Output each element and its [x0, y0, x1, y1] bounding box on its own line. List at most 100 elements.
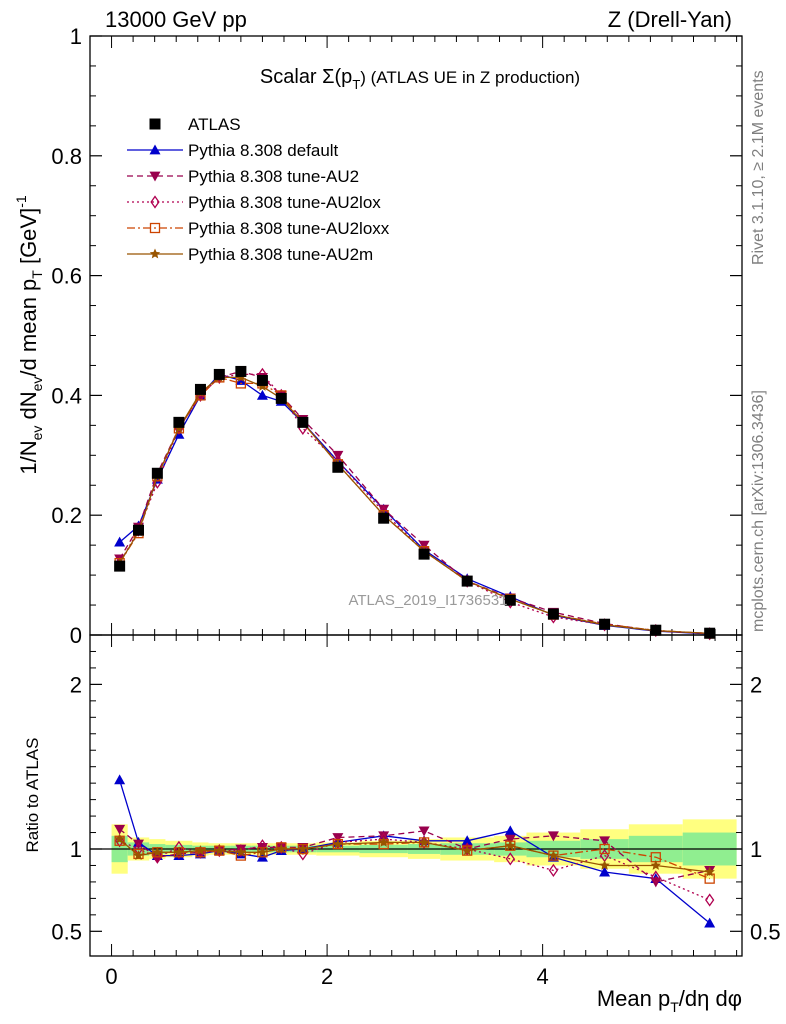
ratio-data-point: [651, 870, 661, 884]
header-right: Z (Drell-Yan): [608, 7, 732, 32]
data-point: [378, 512, 390, 524]
data-point: [132, 524, 144, 536]
data-point: [650, 624, 662, 636]
ratio-data-point: [114, 824, 126, 835]
data-point: [114, 536, 126, 547]
ratio-data-point: [114, 833, 125, 844]
data-point: [275, 392, 287, 404]
y-tick-label: 0: [70, 623, 82, 648]
legend-entry-atlas: ATLAS: [149, 115, 241, 134]
ratio-data-point: [214, 845, 225, 856]
ratio-data-point: [461, 835, 473, 846]
data-point: [461, 575, 473, 587]
main-plot-title-main: Scalar Σ(p: [260, 66, 352, 88]
main-plot-y-axis-label: 1/Nev dNev/d mean pT [GeV]-1: [13, 195, 45, 475]
ratio-data-point: [505, 840, 516, 851]
ratio-data-point: [548, 850, 559, 860]
ratio-plot-series: [114, 774, 716, 928]
y-label-part-2: dN: [16, 391, 41, 425]
ratio-data-point: [599, 866, 611, 877]
ratio-data-point: [650, 860, 661, 870]
data-point: [114, 560, 126, 572]
svg-text:1/Nev dNev/d mean pT [GeV]-1: 1/Nev dNev/d mean pT [GeV]-1: [13, 195, 45, 475]
data-point: [504, 594, 516, 606]
main-plot-title: Scalar Σ(pT) (ATLAS UE in Z production): [260, 66, 580, 92]
legend-marker: [149, 144, 161, 155]
y-label-sub-t: T: [29, 270, 45, 279]
legend-marker: [149, 222, 161, 234]
data-point: [599, 618, 611, 630]
data-point: [151, 467, 163, 479]
ratio-data-point: [599, 836, 611, 847]
main-plot-title-tail: ) (ATLAS UE in Z production): [360, 68, 580, 87]
ratio-y-tick-label: 2: [70, 672, 82, 697]
ratio-y-tick-label: 1: [70, 837, 82, 862]
ratio-plot: 0.5 0.5 1 1 2 2 0 2 4 Ratio to ATLAS Mean pT/dη…: [23, 634, 781, 1015]
legend-label: Pythia 8.308 tune-AU2loxx: [188, 219, 390, 238]
ratio-data-point: [418, 826, 430, 837]
data-point: [704, 627, 716, 639]
ratio-plot-border: [89, 634, 743, 957]
mcplots-label: mcplots.cern.ch [arXiv:1306.3436]: [750, 390, 767, 632]
main-plot: 00.20.40.60.81 Scalar Σ(pT) (ATLAS UE in…: [13, 24, 743, 648]
legend-entry-pythia-8-308-default: Pythia 8.308 default: [127, 141, 339, 160]
ratio-data-point: [547, 831, 559, 842]
y-label-part-3: /d mean p: [16, 279, 41, 377]
legend-label: Pythia 8.308 tune-AU2: [188, 167, 359, 186]
ratio-data-point: [599, 860, 610, 870]
ratio-data-point: [297, 843, 309, 854]
data-point: [235, 365, 247, 377]
data-point: [194, 383, 206, 395]
x-axis-label: Mean pT/dη dφ: [597, 986, 742, 1015]
ratio-data-point: [504, 825, 516, 836]
ratio-data-point: [152, 846, 163, 857]
ratio-data-point: [378, 831, 390, 842]
ratio-data-point: [704, 917, 716, 928]
ratio-data-point: [332, 838, 344, 849]
x-tick-label: 2: [321, 964, 333, 989]
data-point: [213, 368, 225, 380]
ratio-y-tick-label-right: 1: [750, 837, 762, 862]
data-point: [297, 416, 309, 428]
x-label-main: Mean p: [597, 986, 670, 1011]
ratio-data-point: [114, 774, 126, 785]
legend-marker: [149, 248, 161, 259]
ratio-data-point: [236, 844, 246, 858]
x-tick-label: 0: [105, 964, 117, 989]
x-label-sub: T: [670, 999, 679, 1015]
ratio-plot-x-axis: 0 2 4: [89, 635, 738, 989]
legend-entry-pythia-8-308-tune-au2m: Pythia 8.308 tune-AU2m: [127, 245, 373, 264]
data-point: [547, 608, 559, 620]
data-point: [378, 504, 390, 515]
ratio-data-point: [705, 893, 715, 907]
data-point: [332, 461, 344, 473]
legend-label: Pythia 8.308 tune-AU2m: [188, 245, 373, 264]
ratio-data-point: [257, 846, 268, 857]
watermark: ATLAS_2019_I1736531: [348, 592, 507, 609]
main-plot-title-sub: T: [352, 77, 360, 92]
x-label-tail: /dη dφ: [679, 986, 742, 1011]
legend-entry-pythia-8-308-tune-au2loxx: Pythia 8.308 tune-AU2loxx: [127, 219, 390, 238]
ratio-data-point: [704, 866, 715, 877]
ratio-plot-y-axis: 0.5 0.5 1 1 2 2: [51, 650, 781, 944]
ratio-data-point: [505, 852, 515, 866]
ratio-plot-y-axis-label: Ratio to ATLAS: [23, 738, 42, 853]
rivet-version-label: Rivet 3.1.10, ≥ 2.1M events: [750, 70, 767, 265]
y-label-sup: -1: [13, 195, 29, 208]
legend-label: Pythia 8.308 default: [188, 141, 339, 160]
ratio-y-tick-label-right: 2: [750, 672, 762, 697]
ratio-data-point: [462, 845, 473, 856]
legend-label: Pythia 8.308 tune-AU2lox: [188, 193, 381, 212]
ratio-data-point: [504, 834, 516, 845]
ratio-data-point: [276, 843, 287, 854]
header-left: 13000 GeV pp: [105, 7, 247, 32]
y-label-part-4: [GeV]: [16, 208, 41, 270]
ratio-data-point: [276, 840, 286, 854]
ratio-y-tick-label-right: 0.5: [750, 919, 781, 944]
data-point: [256, 389, 268, 400]
ratio-data-point: [378, 836, 389, 847]
ratio-data-point: [173, 846, 185, 857]
data-point: [173, 416, 185, 428]
data-point: [418, 548, 430, 560]
